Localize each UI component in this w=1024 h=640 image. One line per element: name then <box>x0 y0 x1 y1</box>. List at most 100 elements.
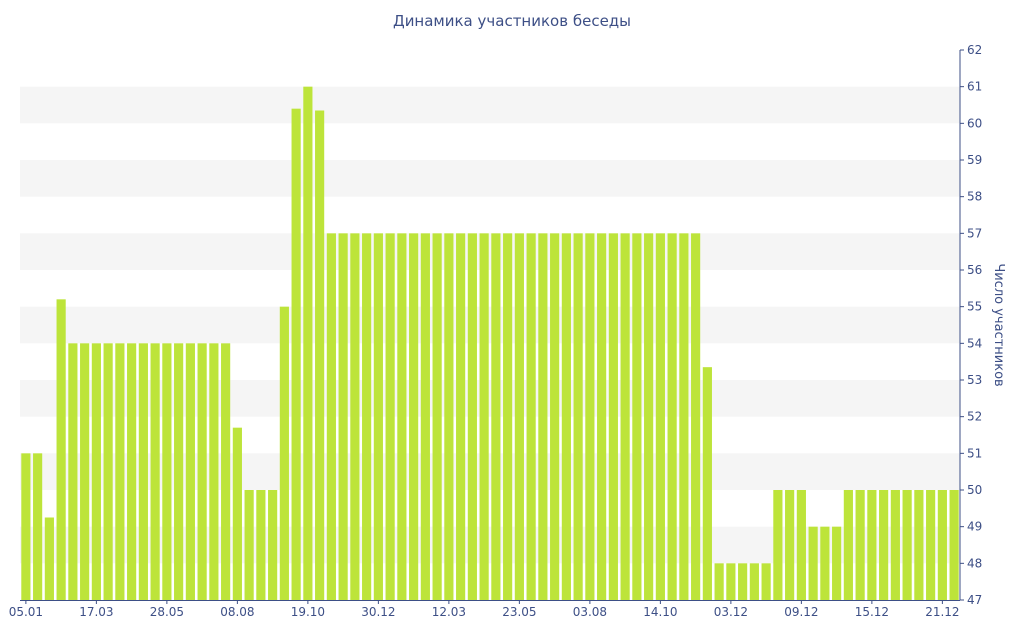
bar[interactable] <box>127 343 137 600</box>
bar[interactable] <box>444 233 454 600</box>
y-tick-label: 58 <box>967 190 982 204</box>
bar[interactable] <box>291 108 301 601</box>
bar[interactable] <box>632 233 642 600</box>
bar[interactable] <box>174 343 184 600</box>
bar[interactable] <box>467 233 477 600</box>
bar[interactable] <box>585 233 595 600</box>
grid-band <box>20 160 960 197</box>
bar[interactable] <box>843 490 853 600</box>
bar[interactable] <box>691 233 701 600</box>
bar[interactable] <box>385 233 395 600</box>
bar[interactable] <box>726 563 736 600</box>
bar[interactable] <box>279 306 289 600</box>
bar[interactable] <box>902 490 912 600</box>
bar[interactable] <box>479 233 489 600</box>
grid-band <box>20 306 960 344</box>
x-tick-label: 30.12 <box>361 605 395 619</box>
bar[interactable] <box>832 526 842 600</box>
y-tick-label: 53 <box>967 373 982 387</box>
bar[interactable] <box>761 563 771 600</box>
bar[interactable] <box>796 490 806 600</box>
bar[interactable] <box>702 367 712 600</box>
bar[interactable] <box>503 233 513 600</box>
bar[interactable] <box>21 453 31 600</box>
y-tick-label: 62 <box>967 43 982 57</box>
y-tick-label: 52 <box>967 410 982 424</box>
bar[interactable] <box>315 110 325 601</box>
bar[interactable] <box>937 490 947 600</box>
bar[interactable] <box>491 233 501 600</box>
bar[interactable] <box>514 233 524 600</box>
bar[interactable] <box>773 490 783 600</box>
bar[interactable] <box>56 299 66 600</box>
bar[interactable] <box>949 490 959 600</box>
bar[interactable] <box>926 490 936 600</box>
bar[interactable] <box>573 233 583 600</box>
bar[interactable] <box>115 343 125 600</box>
y-tick-label: 57 <box>967 226 982 240</box>
bar[interactable] <box>185 343 195 600</box>
bar[interactable] <box>303 86 313 601</box>
bar[interactable] <box>256 490 266 600</box>
bar[interactable] <box>456 233 466 600</box>
bar[interactable] <box>432 233 442 600</box>
bar[interactable] <box>620 233 630 600</box>
bar[interactable] <box>538 233 548 600</box>
bar[interactable] <box>597 233 607 600</box>
bar[interactable] <box>679 233 689 600</box>
bar[interactable] <box>820 526 830 600</box>
bar[interactable] <box>855 490 865 600</box>
bar[interactable] <box>644 233 654 600</box>
bar[interactable] <box>338 233 348 600</box>
bar[interactable] <box>550 233 560 600</box>
bar[interactable] <box>420 233 430 600</box>
bar[interactable] <box>373 233 383 600</box>
bar[interactable] <box>667 233 677 600</box>
x-tick-label: 19.10 <box>291 605 325 619</box>
bar[interactable] <box>785 490 795 600</box>
bar[interactable] <box>44 517 54 601</box>
x-tick-label: 08.08 <box>220 605 254 619</box>
bar[interactable] <box>197 343 207 600</box>
bar[interactable] <box>738 563 748 600</box>
bar[interactable] <box>397 233 407 600</box>
x-tick-label: 28.05 <box>150 605 184 619</box>
bar[interactable] <box>162 343 172 600</box>
bar[interactable] <box>232 427 242 600</box>
bar[interactable] <box>409 233 419 600</box>
y-axis-label: Число участников <box>991 263 1006 386</box>
bar[interactable] <box>268 490 278 600</box>
bar[interactable] <box>561 233 571 600</box>
y-axis: 47 48 49 50 51 52 53 54 55 56 57 58 59 60 61 62 <box>959 43 982 607</box>
bar[interactable] <box>890 490 900 600</box>
bar[interactable] <box>749 563 759 600</box>
bar[interactable] <box>33 453 43 600</box>
bar[interactable] <box>808 526 818 600</box>
bar[interactable] <box>362 233 372 600</box>
bar[interactable] <box>326 233 336 600</box>
bar[interactable] <box>138 343 148 600</box>
x-tick-label: 23.05 <box>502 605 536 619</box>
bar[interactable] <box>914 490 924 600</box>
x-tick-label: 17.03 <box>79 605 113 619</box>
bar[interactable] <box>80 343 90 600</box>
bar[interactable] <box>244 490 254 600</box>
bar[interactable] <box>714 563 724 600</box>
bar[interactable] <box>526 233 536 600</box>
y-tick-label: 48 <box>967 556 982 570</box>
y-tick-label: 56 <box>967 263 982 277</box>
bar[interactable] <box>350 233 360 600</box>
bar[interactable] <box>150 343 160 600</box>
bar[interactable] <box>879 490 889 600</box>
y-tick-label: 50 <box>967 483 982 497</box>
bar[interactable] <box>867 490 877 600</box>
bar[interactable] <box>209 343 219 600</box>
bar[interactable] <box>91 343 101 600</box>
bar[interactable] <box>655 233 665 600</box>
bar[interactable] <box>221 343 231 600</box>
bar[interactable] <box>68 343 78 600</box>
bar[interactable] <box>608 233 618 600</box>
y-tick-label: 49 <box>967 520 982 534</box>
bar[interactable] <box>103 343 113 600</box>
